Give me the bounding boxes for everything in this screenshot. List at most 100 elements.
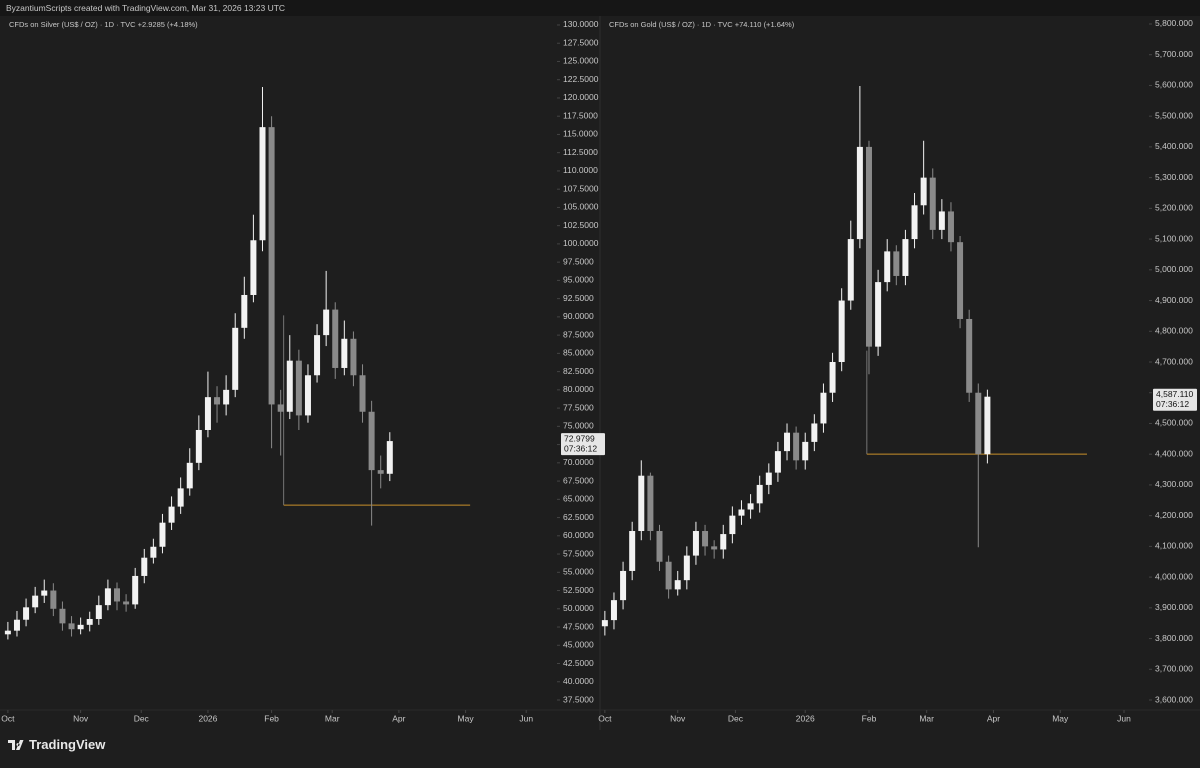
- y-tick-label: 57.5000: [563, 548, 594, 558]
- candle-body: [32, 595, 39, 608]
- y-tick-label: 95.0000: [563, 275, 594, 285]
- candle-body: [350, 338, 357, 376]
- candle-body: [204, 397, 211, 430]
- candle-body: [756, 484, 763, 504]
- y-tick-label: 5,700.000: [1155, 49, 1193, 59]
- candle-body: [332, 309, 339, 368]
- y-tick-label: 4,400.000: [1155, 448, 1193, 458]
- brand-logo: [8, 740, 24, 750]
- x-tick-label: 2026: [796, 713, 815, 723]
- y-tick-label: 3,600.000: [1155, 694, 1193, 704]
- y-tick-label: 4,000.000: [1155, 571, 1193, 581]
- y-tick-label: 42.5000: [563, 658, 594, 668]
- y-tick-label: 65.0000: [563, 494, 594, 504]
- candle-body: [720, 534, 727, 550]
- y-tick-label: 112.5000: [563, 147, 598, 157]
- x-tick-label: Jun: [519, 713, 533, 723]
- candle-body: [341, 338, 348, 368]
- candle-body: [601, 620, 608, 627]
- candle-body: [984, 396, 991, 455]
- y-tick-label: 5,200.000: [1155, 203, 1193, 213]
- candle-body: [259, 127, 266, 241]
- y-tick-label: 5,500.000: [1155, 110, 1193, 120]
- candle-body: [793, 432, 800, 461]
- candle-body: [295, 360, 302, 416]
- candle-body: [692, 531, 699, 556]
- candle-body: [368, 411, 375, 471]
- chart-legend: CFDs on Silver (US$ / OZ) · 1D · TVC +2.…: [9, 20, 198, 29]
- x-tick-label: Nov: [670, 713, 686, 723]
- candle-body: [314, 335, 321, 376]
- x-tick-label: May: [1052, 713, 1069, 723]
- candle-body: [377, 470, 384, 474]
- candle-body: [747, 503, 754, 510]
- y-tick-label: 3,800.000: [1155, 633, 1193, 643]
- y-tick-label: 60.0000: [563, 530, 594, 540]
- candle-body: [95, 605, 102, 619]
- candle-body: [123, 601, 130, 605]
- y-tick-label: 77.5000: [563, 402, 594, 412]
- candle-body: [893, 251, 900, 276]
- candle-body: [647, 475, 654, 532]
- chart-legend: CFDs on Gold (US$ / OZ) · 1D · TVC +74.1…: [609, 20, 795, 29]
- y-tick-label: 62.5000: [563, 512, 594, 522]
- candle-body: [856, 146, 863, 240]
- y-tick-label: 70.0000: [563, 457, 594, 467]
- candle-body: [141, 557, 148, 576]
- y-tick-label: 125.0000: [563, 56, 599, 66]
- candle-body: [784, 432, 791, 452]
- candle-body: [920, 177, 927, 206]
- candle-body: [711, 546, 718, 550]
- candle-body: [241, 294, 248, 328]
- candle-body: [674, 580, 681, 590]
- candle-body: [875, 282, 882, 347]
- candle-body: [41, 590, 48, 596]
- y-tick-label: 115.0000: [563, 129, 598, 139]
- y-tick-label: 105.0000: [563, 202, 599, 212]
- y-tick-label: 5,800.000: [1155, 18, 1193, 28]
- x-tick-label: 2026: [198, 713, 217, 723]
- header-text: ByzantiumScripts created with TradingVie…: [6, 3, 285, 13]
- y-tick-label: 92.5000: [563, 293, 594, 303]
- candle-body: [195, 429, 202, 463]
- candle-body: [938, 211, 945, 230]
- y-tick-label: 110.0000: [563, 165, 598, 175]
- y-tick-label: 5,100.000: [1155, 233, 1193, 243]
- candle-body: [68, 623, 75, 630]
- y-tick-label: 52.5000: [563, 585, 594, 595]
- candle-body: [947, 211, 954, 243]
- candle-body: [683, 555, 690, 581]
- candle-body: [13, 619, 20, 631]
- y-tick-label: 5,600.000: [1155, 80, 1193, 90]
- y-tick-label: 4,700.000: [1155, 356, 1193, 366]
- y-tick-label: 117.5000: [563, 110, 598, 120]
- candle-body: [359, 375, 366, 412]
- candle-body: [966, 318, 973, 393]
- candle-body: [975, 392, 982, 455]
- x-tick-label: Apr: [392, 713, 405, 723]
- y-tick-label: 120.0000: [563, 92, 599, 102]
- y-tick-label: 85.0000: [563, 348, 594, 358]
- x-tick-label: Nov: [73, 713, 89, 723]
- y-tick-label: 122.5000: [563, 74, 599, 84]
- y-tick-label: 4,300.000: [1155, 479, 1193, 489]
- x-tick-label: Oct: [598, 713, 612, 723]
- y-tick-label: 130.0000: [563, 19, 599, 29]
- x-tick-label: Dec: [134, 713, 150, 723]
- y-tick-label: 75.0000: [563, 421, 594, 431]
- candle-body: [838, 300, 845, 363]
- y-tick-label: 67.5000: [563, 475, 594, 485]
- candle-body: [104, 588, 111, 606]
- candle-body: [132, 575, 139, 605]
- candle-body: [214, 397, 221, 405]
- candle-body: [286, 360, 293, 412]
- y-tick-label: 47.5000: [563, 621, 594, 631]
- x-tick-label: Jun: [1117, 713, 1131, 723]
- x-tick-label: Dec: [728, 713, 744, 723]
- candle-body: [884, 251, 891, 283]
- candle-body: [929, 177, 936, 230]
- y-tick-label: 97.5000: [563, 256, 594, 266]
- y-tick-label: 107.5000: [563, 183, 599, 193]
- candle-body: [150, 546, 157, 558]
- y-tick-label: 100.0000: [563, 238, 599, 248]
